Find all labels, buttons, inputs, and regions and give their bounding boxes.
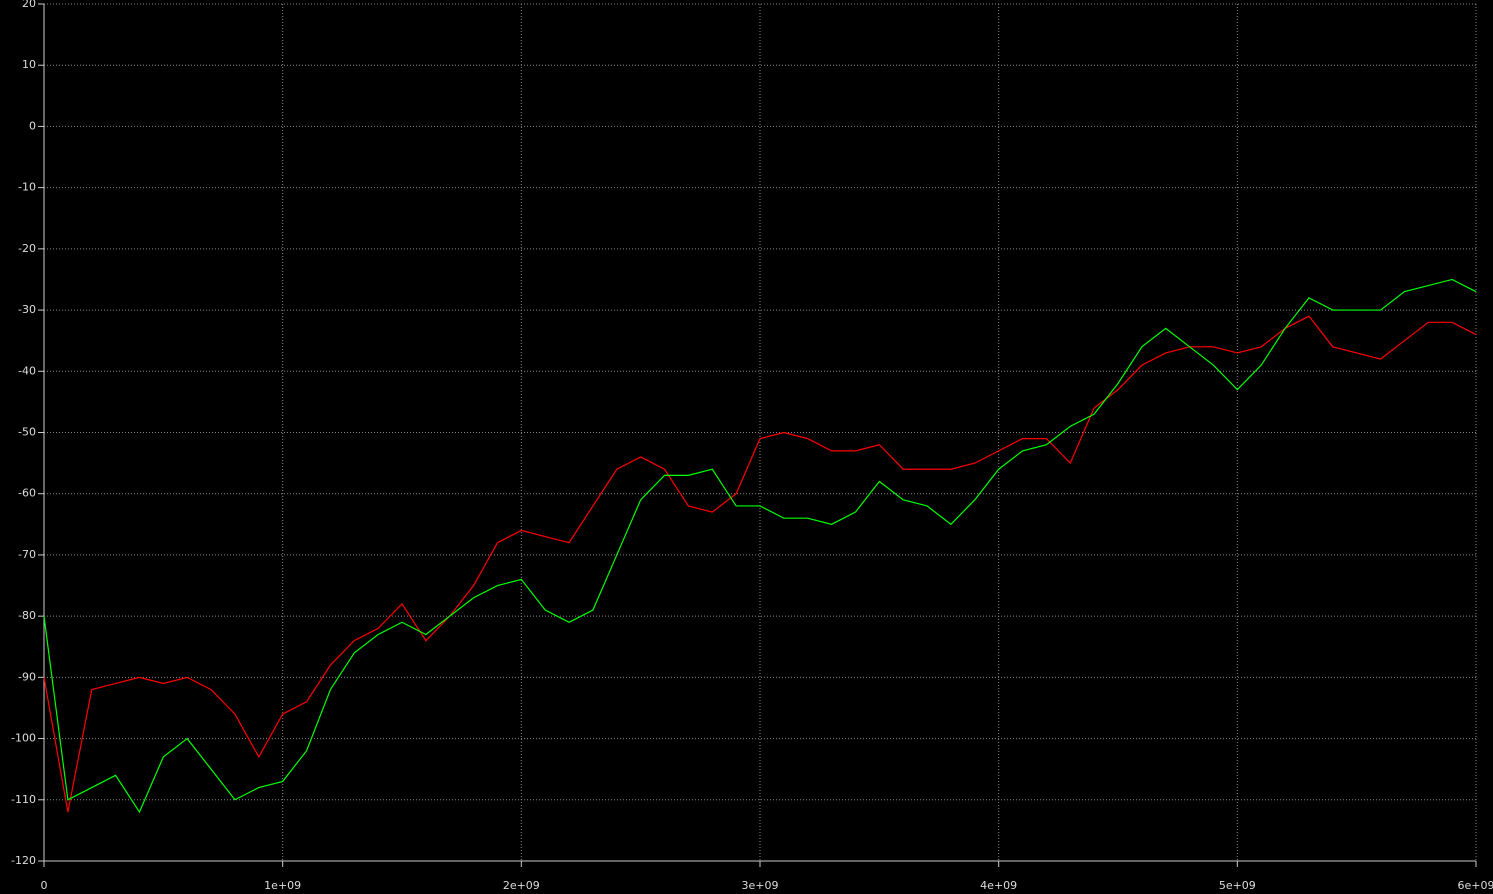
y-tick-label: -30 — [18, 303, 36, 316]
x-tick-label: 5e+09 — [1219, 879, 1256, 892]
x-tick-label: 2e+09 — [503, 879, 540, 892]
y-tick-label: 10 — [22, 58, 36, 71]
y-tick-label: -20 — [18, 242, 36, 255]
y-tick-label: -100 — [11, 732, 36, 745]
x-tick-label: 3e+09 — [742, 879, 779, 892]
y-tick-label: -60 — [18, 487, 36, 500]
series-line — [43, 315, 1477, 813]
x-tick-label: 0 — [41, 879, 48, 892]
y-tick-label: -40 — [18, 364, 36, 377]
x-tick-label: 6e+09 — [1458, 879, 1493, 892]
y-tick-label: 20 — [22, 0, 36, 10]
y-tick-label: -90 — [18, 670, 36, 683]
x-tick-label: 1e+09 — [264, 879, 301, 892]
y-tick-label: -120 — [11, 854, 36, 867]
y-tick-label: -50 — [18, 426, 36, 439]
y-tick-label: -70 — [18, 548, 36, 561]
y-tick-label: -80 — [18, 609, 36, 622]
series-line — [43, 278, 1477, 814]
x-tick-label: 4e+09 — [980, 879, 1017, 892]
y-tick-label: -110 — [11, 793, 36, 806]
y-tick-label: 0 — [29, 119, 36, 132]
y-tick-label: -10 — [18, 181, 36, 194]
